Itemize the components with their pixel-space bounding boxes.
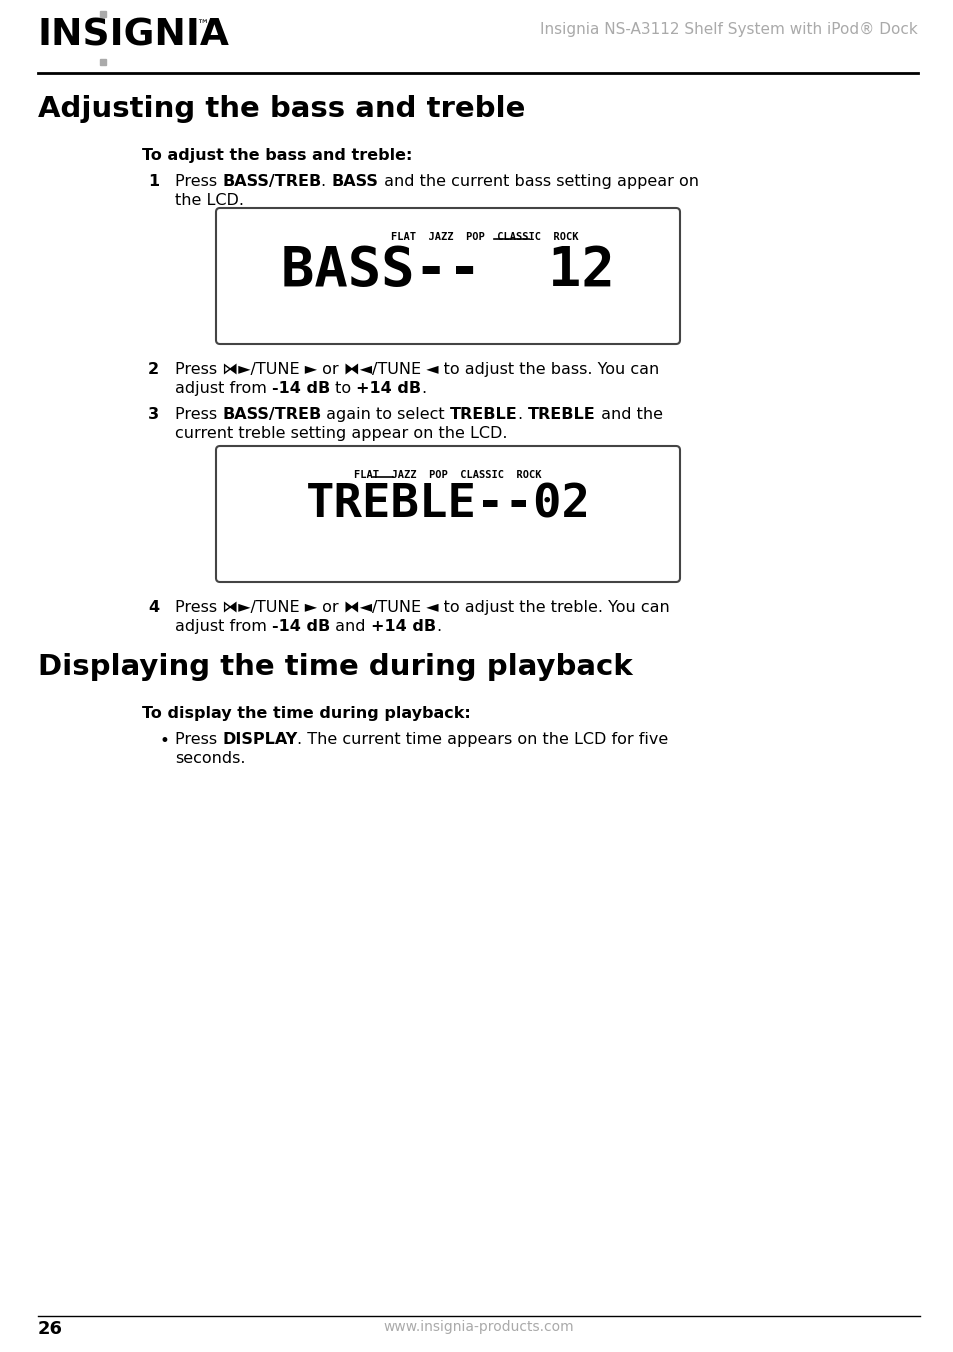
Text: BASS/TREB: BASS/TREB <box>222 407 321 422</box>
Text: adjust from: adjust from <box>174 381 272 396</box>
Text: 2: 2 <box>148 362 159 377</box>
Text: ™: ™ <box>195 19 209 32</box>
Text: TREBLE: TREBLE <box>528 407 596 422</box>
Text: .: . <box>321 174 332 189</box>
Text: Adjusting the bass and treble: Adjusting the bass and treble <box>38 95 525 123</box>
Text: DISPLAY: DISPLAY <box>222 731 297 748</box>
Text: Displaying the time during playback: Displaying the time during playback <box>38 653 632 681</box>
Text: Press ⧒►/TUNE ► or ⧓◄/TUNE ◄ to adjust the bass. You can: Press ⧒►/TUNE ► or ⧓◄/TUNE ◄ to adjust t… <box>174 362 659 377</box>
Text: 26: 26 <box>38 1320 63 1338</box>
Text: TREBLE--02: TREBLE--02 <box>305 483 590 527</box>
Text: .: . <box>421 381 426 396</box>
Text: Press: Press <box>174 731 222 748</box>
Text: . The current time appears on the LCD for five: . The current time appears on the LCD fo… <box>297 731 668 748</box>
Text: BASS: BASS <box>332 174 378 189</box>
FancyBboxPatch shape <box>215 446 679 581</box>
Text: .: . <box>517 407 528 422</box>
Text: To display the time during playback:: To display the time during playback: <box>142 706 470 721</box>
Text: FLAT  JAZZ  POP  CLASSIC  ROCK: FLAT JAZZ POP CLASSIC ROCK <box>354 470 541 480</box>
Text: 4: 4 <box>148 600 159 615</box>
Text: FLAT  JAZZ  POP  CLASSIC  ROCK: FLAT JAZZ POP CLASSIC ROCK <box>391 233 578 242</box>
Text: and: and <box>330 619 371 634</box>
Text: the LCD.: the LCD. <box>174 193 244 208</box>
Text: +14 dB: +14 dB <box>356 381 421 396</box>
Text: INSIGNIA: INSIGNIA <box>38 18 230 54</box>
Text: TREBLE: TREBLE <box>450 407 517 422</box>
Text: Press: Press <box>174 174 222 189</box>
Text: •: • <box>160 731 170 750</box>
Text: to: to <box>330 381 356 396</box>
Text: BASS/TREB: BASS/TREB <box>222 174 321 189</box>
Text: .: . <box>436 619 440 634</box>
Text: www.insignia-products.com: www.insignia-products.com <box>383 1320 574 1334</box>
Text: seconds.: seconds. <box>174 750 245 767</box>
Text: 1: 1 <box>148 174 159 189</box>
Text: -14 dB: -14 dB <box>272 381 330 396</box>
Text: and the current bass setting appear on: and the current bass setting appear on <box>378 174 698 189</box>
Text: adjust from: adjust from <box>174 619 272 634</box>
Text: Insignia NS-A3112 Shelf System with iPod® Dock: Insignia NS-A3112 Shelf System with iPod… <box>539 22 917 37</box>
Text: 3: 3 <box>148 407 159 422</box>
Text: BASS--  12: BASS-- 12 <box>281 243 615 297</box>
Text: -14 dB: -14 dB <box>272 619 330 634</box>
Text: +14 dB: +14 dB <box>371 619 436 634</box>
Text: Press: Press <box>174 407 222 422</box>
Text: Press ⧒►/TUNE ► or ⧓◄/TUNE ◄ to adjust the treble. You can: Press ⧒►/TUNE ► or ⧓◄/TUNE ◄ to adjust t… <box>174 600 669 615</box>
Text: To adjust the bass and treble:: To adjust the bass and treble: <box>142 147 412 164</box>
FancyBboxPatch shape <box>215 208 679 343</box>
Text: again to select: again to select <box>321 407 450 422</box>
Text: current treble setting appear on the LCD.: current treble setting appear on the LCD… <box>174 426 507 441</box>
Text: and the: and the <box>596 407 662 422</box>
